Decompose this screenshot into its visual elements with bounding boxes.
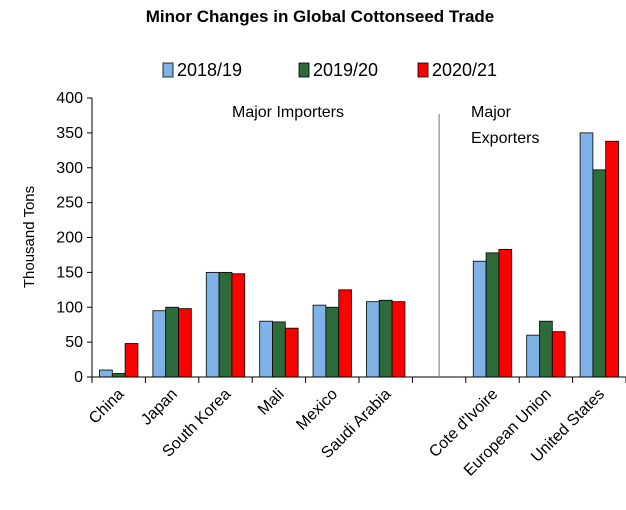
bar-2019-20-japan (165, 306, 179, 378)
bar-2020-21-cote-d-ivoire (498, 248, 513, 378)
y-tick-label: 200 (56, 230, 83, 247)
bar-2018-19-china (99, 369, 113, 378)
bar-2018-19-saudi-arabia (366, 301, 380, 378)
bar-2020-21-mali (284, 327, 299, 378)
bar-2018-19-united-states (579, 132, 594, 378)
y-tick-label: 300 (56, 160, 83, 177)
y-tick-label: 350 (56, 125, 83, 142)
bar-2020-21-mexico (338, 289, 352, 378)
legend-swatch (417, 62, 429, 78)
bar-2020-21-china (124, 343, 139, 378)
bar-2020-21-saudi-arabia (391, 301, 406, 378)
bar-2019-20-saudi-arabia (378, 299, 393, 378)
annotation-major-exporters-line1: Major (471, 104, 512, 121)
y-axis: 0 50 100 150 200 250 300 350 400 (56, 90, 93, 386)
legend-label: 2019/20 (313, 60, 378, 80)
y-tick-label: 150 (56, 264, 83, 281)
bar-2020-21-japan (178, 308, 192, 378)
y-tick-label: 100 (56, 299, 83, 316)
x-category-label: Mexico (293, 386, 341, 434)
bar-2018-19-south-korea (205, 271, 220, 378)
bar-2019-20-mali (272, 321, 286, 378)
annotation-major-exporters-line2: Exporters (471, 130, 539, 147)
bar-2018-19-japan (152, 310, 167, 378)
legend: 2018/19 2019/20 2020/21 (162, 60, 497, 80)
x-category-label: China (86, 386, 128, 428)
bar-2019-20-cote-d-ivoire (485, 252, 500, 378)
y-axis-label: Thousand Tons (21, 186, 38, 288)
x-category-label: Mali (255, 386, 288, 419)
y-tick-label: 400 (56, 90, 83, 107)
legend-label: 2020/21 (432, 60, 497, 80)
y-tick-label: 50 (65, 334, 83, 351)
legend-label: 2018/19 (177, 60, 242, 80)
annotation-major-importers: Major Importers (232, 104, 344, 121)
bar-2019-20-mexico (325, 306, 340, 378)
bar-2019-20-united-states (592, 169, 607, 378)
bars (99, 132, 619, 378)
bar-2020-21-south-korea (231, 273, 246, 378)
bar-2018-19-cote-d-ivoire (472, 260, 487, 378)
x-category-label: Japan (138, 386, 181, 429)
bar-2020-21-european-union (551, 331, 566, 378)
bar-2018-19-mexico (312, 304, 327, 378)
legend-swatch (298, 62, 310, 78)
bar-2018-19-mali (259, 320, 273, 378)
bar-2019-20-china (111, 373, 126, 378)
chart-title: Minor Changes in Global Cottonseed Trade (146, 7, 495, 26)
y-tick-label: 250 (56, 195, 83, 212)
bar-2019-20-european-union (539, 320, 553, 378)
bar-2019-20-south-korea (218, 271, 233, 378)
bar-2018-19-european-union (526, 334, 540, 378)
y-tick-label: 0 (74, 369, 83, 386)
legend-swatch (162, 62, 174, 78)
bar-2020-21-united-states (605, 140, 619, 378)
